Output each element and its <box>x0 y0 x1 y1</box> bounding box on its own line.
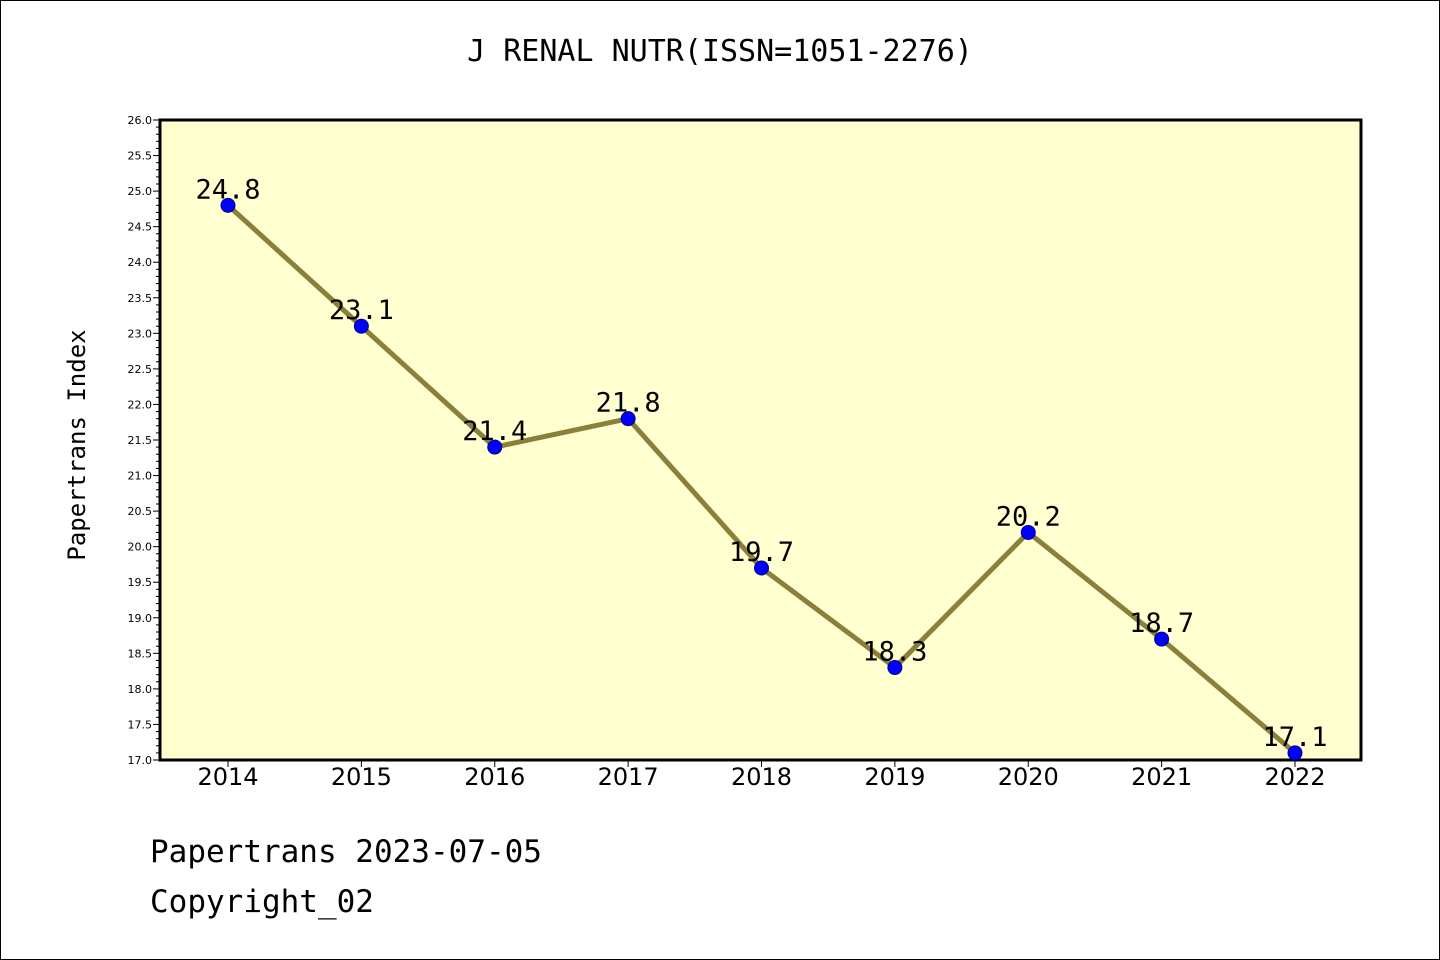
chart-title: J RENAL NUTR(ISSN=1051-2276) <box>467 34 973 69</box>
y-tick-label: 17.5 <box>128 718 153 731</box>
y-tick-label: 20.0 <box>128 541 153 554</box>
y-tick-label: 23.0 <box>128 327 153 340</box>
y-tick-label: 18.0 <box>128 683 153 696</box>
y-tick-label: 17.0 <box>128 754 153 767</box>
footer-copyright: Copyright_02 <box>150 884 374 920</box>
data-label: 21.4 <box>462 416 527 447</box>
x-tick-label: 2018 <box>731 763 792 791</box>
data-label: 23.1 <box>329 295 394 326</box>
x-axis-ticks: 2014 2015 2016 2017 2018 2019 2020 2021 2022 <box>197 760 1326 791</box>
data-label: 18.7 <box>1129 608 1194 639</box>
x-tick-label: 2014 <box>197 763 258 791</box>
y-tick-label: 24.5 <box>128 221 153 234</box>
data-label: 20.2 <box>996 501 1061 532</box>
data-point-marker <box>220 197 236 213</box>
y-tick-label: 23.5 <box>128 292 153 305</box>
y-tick-label: 19.5 <box>128 576 153 589</box>
data-point-marker <box>1020 524 1036 540</box>
x-tick-label: 2017 <box>598 763 659 791</box>
y-tick-label: 20.5 <box>128 505 153 518</box>
y-tick-label: 19.0 <box>128 612 153 625</box>
data-point-marker <box>620 411 636 427</box>
y-tick-label: 26.0 <box>128 114 153 127</box>
data-point-marker <box>353 318 369 334</box>
data-point-marker <box>1154 631 1170 647</box>
footer-date: Papertrans 2023-07-05 <box>150 834 542 870</box>
data-labels: 24.8 23.1 21.4 21.8 19.7 18.3 20.2 18.7 17.1 <box>195 174 1327 753</box>
x-tick-label: 2022 <box>1264 763 1325 791</box>
x-tick-label: 2016 <box>464 763 525 791</box>
data-markers <box>220 197 1303 761</box>
y-tick-label: 24.0 <box>128 256 153 269</box>
data-point-marker <box>754 560 769 576</box>
y-tick-label: 21.5 <box>128 434 153 447</box>
y-axis-ticks: 17.0 17.5 18.0 18.5 19.0 19.5 20.0 20.5 21.0 21.5… <box>128 114 160 767</box>
y-tick-label: 25.5 <box>128 150 153 163</box>
y-tick-label: 22.0 <box>128 398 153 411</box>
data-label: 24.8 <box>195 174 260 205</box>
plot-area <box>158 118 1363 762</box>
x-tick-label: 2015 <box>331 763 392 791</box>
y-tick-label: 22.5 <box>128 363 153 376</box>
data-label: 18.3 <box>862 637 927 668</box>
data-label: 19.7 <box>729 537 794 568</box>
x-tick-label: 2019 <box>864 763 925 791</box>
x-tick-label: 2021 <box>1131 763 1192 791</box>
data-label: 17.1 <box>1262 722 1327 753</box>
data-point-marker <box>1287 745 1303 761</box>
data-point-marker <box>487 439 503 455</box>
y-tick-label: 25.0 <box>128 185 153 198</box>
y-tick-label: 18.5 <box>128 647 153 660</box>
x-tick-label: 2020 <box>998 763 1059 791</box>
data-label: 21.8 <box>596 388 661 419</box>
data-point-marker <box>887 660 903 676</box>
y-tick-label: 21.0 <box>128 470 153 483</box>
